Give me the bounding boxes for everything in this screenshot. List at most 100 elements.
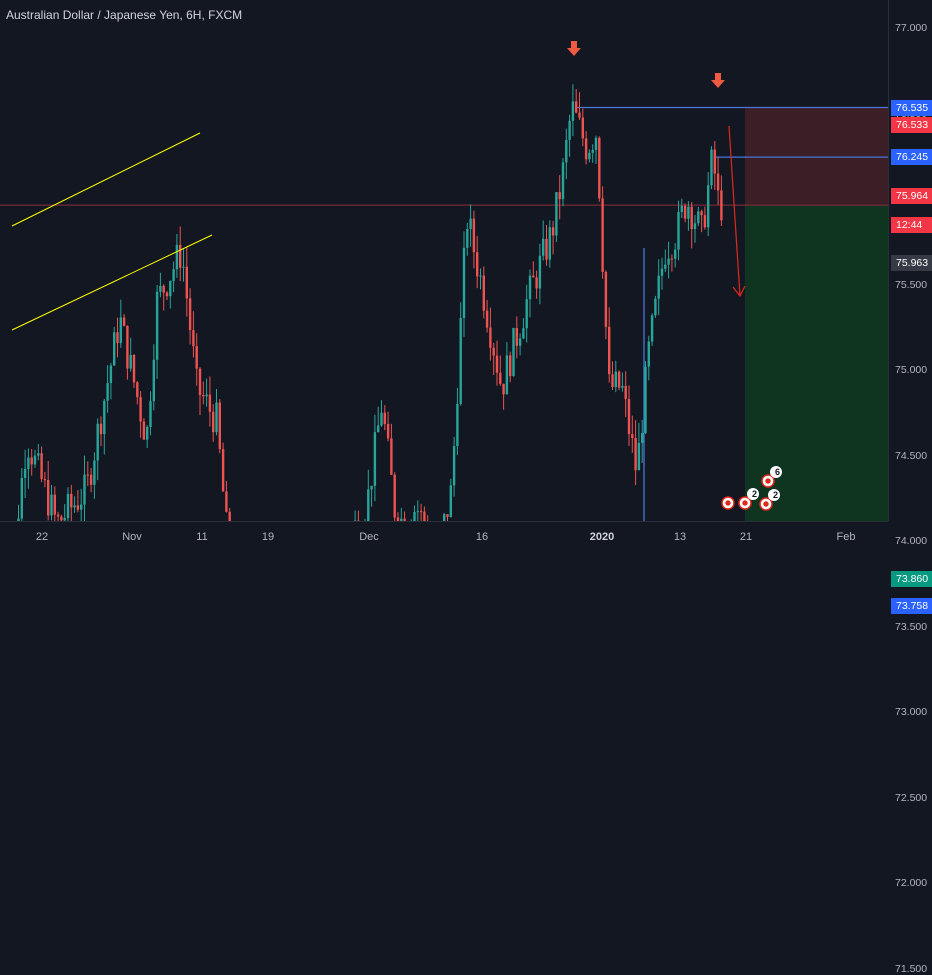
- candle-body: [31, 458, 33, 465]
- down-arrow-icon: [567, 41, 581, 56]
- candle-body: [106, 383, 108, 401]
- event-badge-icon: [722, 497, 734, 509]
- candle-body: [545, 239, 547, 260]
- time-label: 16: [476, 531, 488, 543]
- candle-body: [641, 433, 643, 443]
- candle-body: [179, 245, 181, 268]
- candle-body: [539, 256, 541, 289]
- candle-body: [40, 453, 42, 479]
- candle-body: [509, 355, 511, 376]
- event-dot: [742, 500, 747, 505]
- down-arrow-icon: [711, 73, 725, 88]
- candle-body: [658, 276, 660, 299]
- candle-body: [176, 245, 178, 269]
- symbol-title: Australian Dollar / Japanese Yen, 6H, FX…: [6, 8, 242, 22]
- candle-body: [169, 281, 171, 296]
- candle-body: [585, 138, 587, 159]
- candle-body: [638, 443, 640, 470]
- event-count: 2: [773, 490, 778, 500]
- price-tag: 76.245: [891, 149, 932, 165]
- candle-body: [588, 153, 590, 160]
- candle-body: [700, 211, 702, 215]
- candle-body: [644, 367, 646, 433]
- candle-body: [370, 486, 372, 490]
- candle-body: [595, 138, 597, 150]
- candle-body: [499, 373, 501, 384]
- candle-body: [565, 140, 567, 162]
- candle-body: [110, 365, 112, 383]
- candle-body: [466, 229, 468, 248]
- candle-body: [202, 395, 204, 396]
- candle-body: [493, 348, 495, 356]
- time-label: 2020: [590, 531, 614, 543]
- candle-body: [605, 272, 607, 327]
- arrow-shaft: [571, 41, 577, 48]
- candle-body: [704, 215, 706, 227]
- price-tag: 73.758: [891, 598, 932, 614]
- candle-body: [166, 293, 168, 297]
- candle-body: [598, 138, 600, 199]
- candle-body: [47, 480, 49, 515]
- candle-body: [489, 328, 491, 348]
- take-profit-zone: [745, 205, 888, 521]
- candle-body: [83, 475, 85, 505]
- time-label: 19: [262, 531, 274, 543]
- candle-body: [380, 413, 382, 426]
- candle-body: [661, 269, 663, 276]
- candle-body: [100, 424, 102, 434]
- candle-body: [222, 449, 224, 491]
- candle-body: [572, 101, 574, 121]
- candle-body: [496, 356, 498, 373]
- candle-body: [651, 315, 653, 341]
- price-label: 72.500: [895, 792, 927, 804]
- candle-body: [205, 395, 207, 397]
- candle-body: [707, 185, 709, 227]
- candlestick-chart[interactable]: 6 2 2: [0, 0, 888, 521]
- candle-body: [502, 384, 504, 395]
- candle-body: [697, 211, 699, 223]
- candle-body: [60, 517, 62, 521]
- candle-body: [446, 514, 448, 517]
- candle-body: [519, 339, 521, 346]
- candle-body: [526, 299, 528, 328]
- candle-body: [374, 432, 376, 486]
- candle-body: [687, 207, 689, 219]
- candle-body: [182, 267, 184, 268]
- candle-body: [664, 265, 666, 269]
- arrow-head: [711, 80, 725, 88]
- candle-body: [677, 212, 679, 250]
- price-tag: 75.963: [891, 255, 932, 271]
- event-count: 2: [752, 489, 757, 499]
- candle-body: [156, 292, 158, 360]
- event-count: 6: [775, 467, 780, 477]
- arrow-head: [567, 48, 581, 56]
- candle-body: [710, 150, 712, 186]
- candle-body: [542, 239, 544, 256]
- candle-body: [139, 397, 141, 421]
- candle-body: [225, 491, 227, 511]
- candle-body: [625, 386, 627, 399]
- candle-body: [219, 403, 221, 450]
- price-axis[interactable]: 77.00076.50076.00075.50075.00074.50074.0…: [888, 0, 932, 521]
- price-label: 75.000: [895, 364, 927, 376]
- candle-body: [681, 206, 683, 212]
- candle-body: [390, 438, 392, 474]
- candle-body: [674, 250, 676, 259]
- price-tag: 76.533: [891, 117, 932, 133]
- candle-body: [512, 328, 514, 376]
- chart-area[interactable]: 6 2 2 Australian Dollar / Japanese Yen, 6H…: [0, 0, 888, 521]
- candle-body: [529, 276, 531, 300]
- candle-body: [113, 332, 115, 365]
- candle-body: [535, 277, 537, 288]
- price-label: 73.000: [895, 706, 927, 718]
- candle-body: [654, 299, 656, 316]
- candle-body: [136, 382, 138, 397]
- candle-body: [120, 318, 122, 344]
- event-dot: [725, 500, 730, 505]
- candle-body: [209, 395, 211, 412]
- candle-body: [77, 505, 79, 509]
- candle-body: [192, 330, 194, 346]
- price-label: 73.500: [895, 621, 927, 633]
- candle-body: [486, 311, 488, 328]
